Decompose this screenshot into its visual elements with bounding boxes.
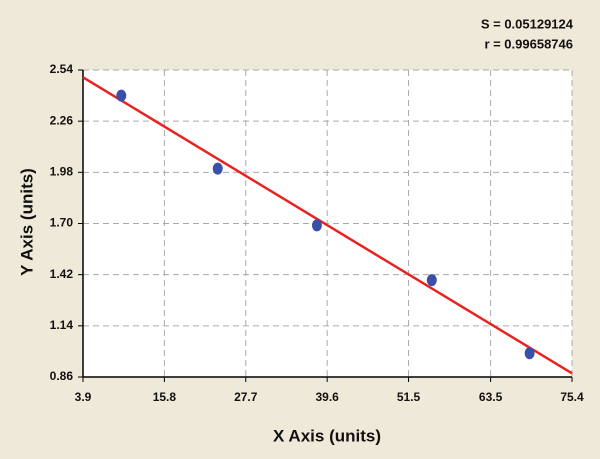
y-axis-title: Y Axis (units): [17, 168, 36, 276]
x-tick-label: 27.7: [234, 390, 258, 404]
x-tick-label: 39.6: [315, 390, 339, 404]
y-tick-label: 1.14: [50, 318, 74, 332]
data-point: [212, 162, 223, 175]
y-tick-label: 1.42: [50, 267, 74, 281]
annotation: r = 0.99658746: [484, 36, 573, 51]
data-point: [311, 219, 322, 232]
y-tick-label: 0.86: [50, 369, 74, 383]
y-tick-label: 1.70: [50, 216, 74, 230]
x-tick-label: 63.5: [479, 390, 503, 404]
y-tick-label: 2.54: [50, 62, 74, 76]
y-tick-label: 2.26: [50, 113, 74, 127]
y-tick-label: 1.98: [50, 165, 74, 179]
data-point: [116, 89, 127, 102]
x-tick-label: 51.5: [397, 390, 421, 404]
x-tick-label: 75.4: [560, 390, 584, 404]
x-tick-label: 3.9: [75, 390, 92, 404]
data-point: [426, 274, 437, 287]
x-axis-title: X Axis (units): [273, 426, 381, 445]
annotation: S = 0.05129124: [481, 16, 574, 31]
data-point: [524, 347, 535, 360]
x-tick-label: 15.8: [153, 390, 177, 404]
fit-line: [82, 76, 573, 375]
